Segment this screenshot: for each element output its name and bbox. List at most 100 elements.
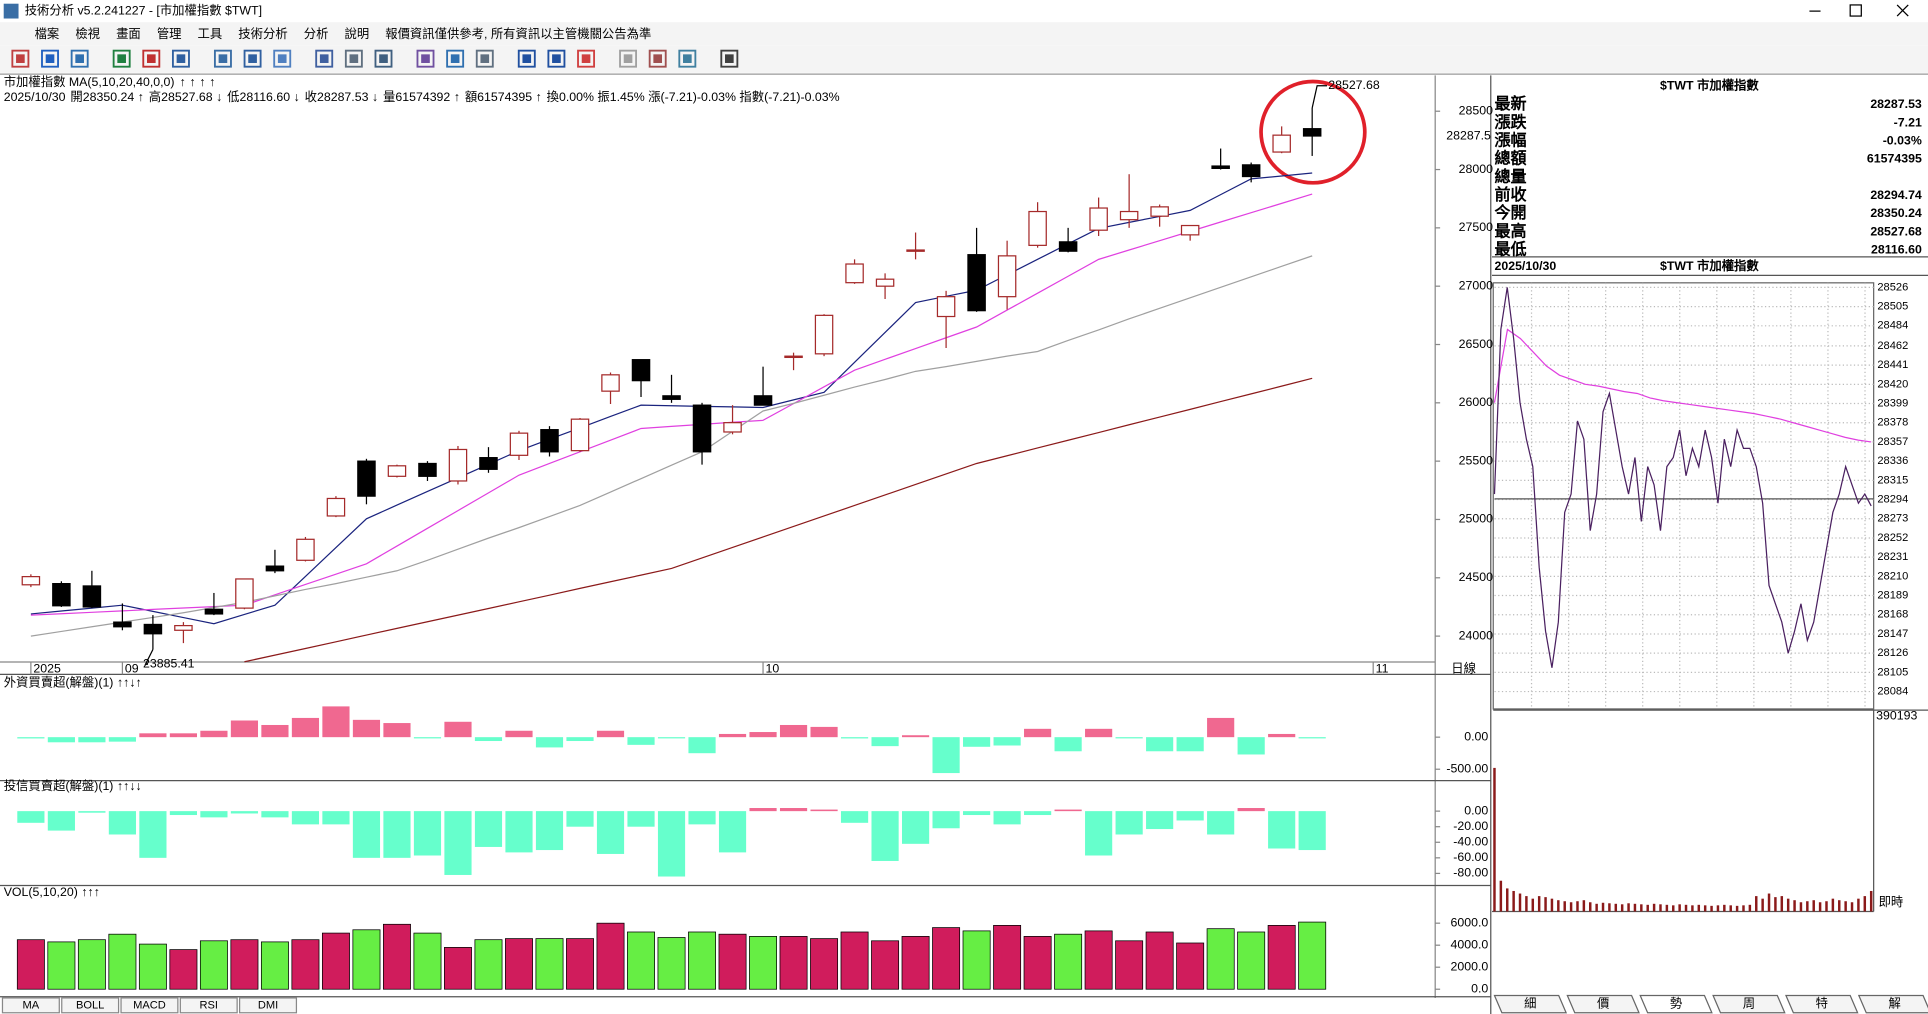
volume-bar	[1735, 905, 1739, 912]
bar	[718, 933, 747, 990]
bar	[932, 927, 961, 990]
tab[interactable]	[238, 997, 298, 1014]
toolbar-button[interactable]	[547, 49, 566, 68]
menu-item[interactable]: 報價資訊僅供參考, 所有資訊以主管機關公告為準	[385, 26, 651, 41]
menu-item[interactable]: 說明	[344, 26, 369, 41]
bar	[596, 811, 625, 854]
toolbar-button[interactable]	[315, 49, 334, 68]
menu-item[interactable]: 畫面	[116, 26, 141, 41]
y-tick-label: 28500	[1459, 103, 1493, 117]
volume-bar	[1563, 901, 1566, 912]
candle-body	[479, 457, 498, 470]
toolbar-button[interactable]	[416, 49, 435, 68]
tab-label[interactable]: 細	[1524, 996, 1536, 1010]
tab-label[interactable]: RSI	[199, 999, 218, 1011]
menu-item[interactable]: 管理	[157, 26, 182, 41]
toolbar-button[interactable]	[11, 49, 30, 68]
menu-item[interactable]: 檢視	[75, 26, 100, 41]
info-segment: 收28287.53 ↓	[305, 90, 378, 104]
tab-label[interactable]: 價	[1597, 996, 1609, 1010]
y-tick-label: 28378	[1877, 417, 1908, 429]
toolbar-button[interactable]	[577, 49, 596, 68]
tab[interactable]	[1566, 994, 1640, 1014]
bar	[810, 726, 838, 738]
maximize-button[interactable]	[1849, 4, 1862, 17]
toolbar-button[interactable]	[720, 49, 739, 68]
tab-label[interactable]: 特	[1816, 995, 1828, 1010]
menu-item[interactable]: 分析	[304, 27, 329, 41]
bar	[78, 811, 106, 813]
volume-bar	[1767, 893, 1771, 912]
tab-label[interactable]: DMI	[258, 999, 278, 1011]
toolbar-button[interactable]	[517, 49, 536, 68]
bar	[901, 735, 930, 738]
toolbar-button[interactable]	[243, 49, 262, 68]
panel-title: 投信買賣超(解盤)(1) ↑↑↓↓	[4, 778, 142, 793]
tab[interactable]	[1857, 994, 1928, 1014]
tab[interactable]	[1712, 994, 1786, 1014]
y-tick-label: 28526	[1877, 281, 1908, 293]
volume-bar	[1544, 897, 1547, 912]
bar	[871, 811, 899, 861]
tab-label[interactable]: MA	[23, 999, 40, 1011]
candle-body	[357, 460, 376, 497]
toolbar-button[interactable]	[213, 49, 232, 68]
tab-label[interactable]: BOLL	[76, 999, 104, 1011]
volume-bar	[1569, 902, 1573, 912]
toolbar-button[interactable]	[273, 49, 292, 68]
candle-body	[967, 254, 986, 312]
tab[interactable]	[1639, 994, 1713, 1014]
candle-body	[1180, 224, 1200, 236]
bar	[718, 733, 747, 738]
candle-body	[875, 278, 895, 287]
toolbar-button[interactable]	[648, 49, 667, 68]
toolbar-button[interactable]	[374, 49, 393, 68]
menu-item[interactable]: 技術分析	[238, 27, 287, 41]
bar	[901, 936, 930, 990]
tab[interactable]	[179, 997, 238, 1014]
chart-header: 市加權指數 MA(5,10,20,40,0,0)	[4, 74, 175, 89]
bar	[138, 943, 167, 990]
bar	[993, 811, 1021, 825]
bar	[139, 811, 167, 858]
toolbar-icon	[450, 54, 460, 63]
tab[interactable]	[1493, 994, 1568, 1014]
toolbar-button[interactable]	[446, 49, 465, 68]
toolbar-button[interactable]	[678, 49, 697, 68]
toolbar-button[interactable]	[142, 49, 161, 68]
bar	[749, 936, 778, 990]
toolbar-button[interactable]	[70, 49, 89, 68]
bar	[657, 811, 686, 877]
tab-label[interactable]: MACD	[133, 999, 166, 1011]
tab[interactable]	[120, 997, 179, 1014]
tab-label[interactable]: 勢	[1670, 995, 1683, 1010]
tab[interactable]	[1785, 994, 1859, 1014]
bar	[352, 719, 381, 738]
bar	[47, 811, 75, 831]
close-button[interactable]	[1896, 4, 1909, 17]
bar	[566, 811, 594, 827]
bar	[993, 737, 1021, 746]
toolbar-button[interactable]	[619, 49, 638, 68]
tab-label[interactable]: 周	[1743, 996, 1755, 1010]
bar	[1054, 933, 1083, 990]
candle-body	[113, 621, 132, 628]
bar	[230, 811, 259, 814]
volume-bar	[1506, 888, 1509, 912]
y-tick-label: 28189	[1877, 589, 1908, 601]
menu-item[interactable]: 工具	[198, 27, 223, 41]
toolbar-button[interactable]	[344, 49, 363, 68]
toolbar-button[interactable]	[112, 49, 131, 68]
volume-bar	[1850, 902, 1854, 912]
bar	[566, 938, 594, 990]
menu-item[interactable]: 檔案	[35, 26, 60, 41]
candle-body	[52, 583, 71, 607]
toolbar-button[interactable]	[41, 49, 59, 68]
tab-label[interactable]: 解	[1888, 996, 1900, 1010]
toolbar-button[interactable]	[475, 49, 494, 68]
tab[interactable]	[61, 997, 120, 1014]
toolbar-button[interactable]	[171, 49, 190, 68]
tab[interactable]	[1, 997, 60, 1014]
y-tick-label: 28168	[1877, 609, 1908, 621]
candle-body	[784, 355, 803, 359]
